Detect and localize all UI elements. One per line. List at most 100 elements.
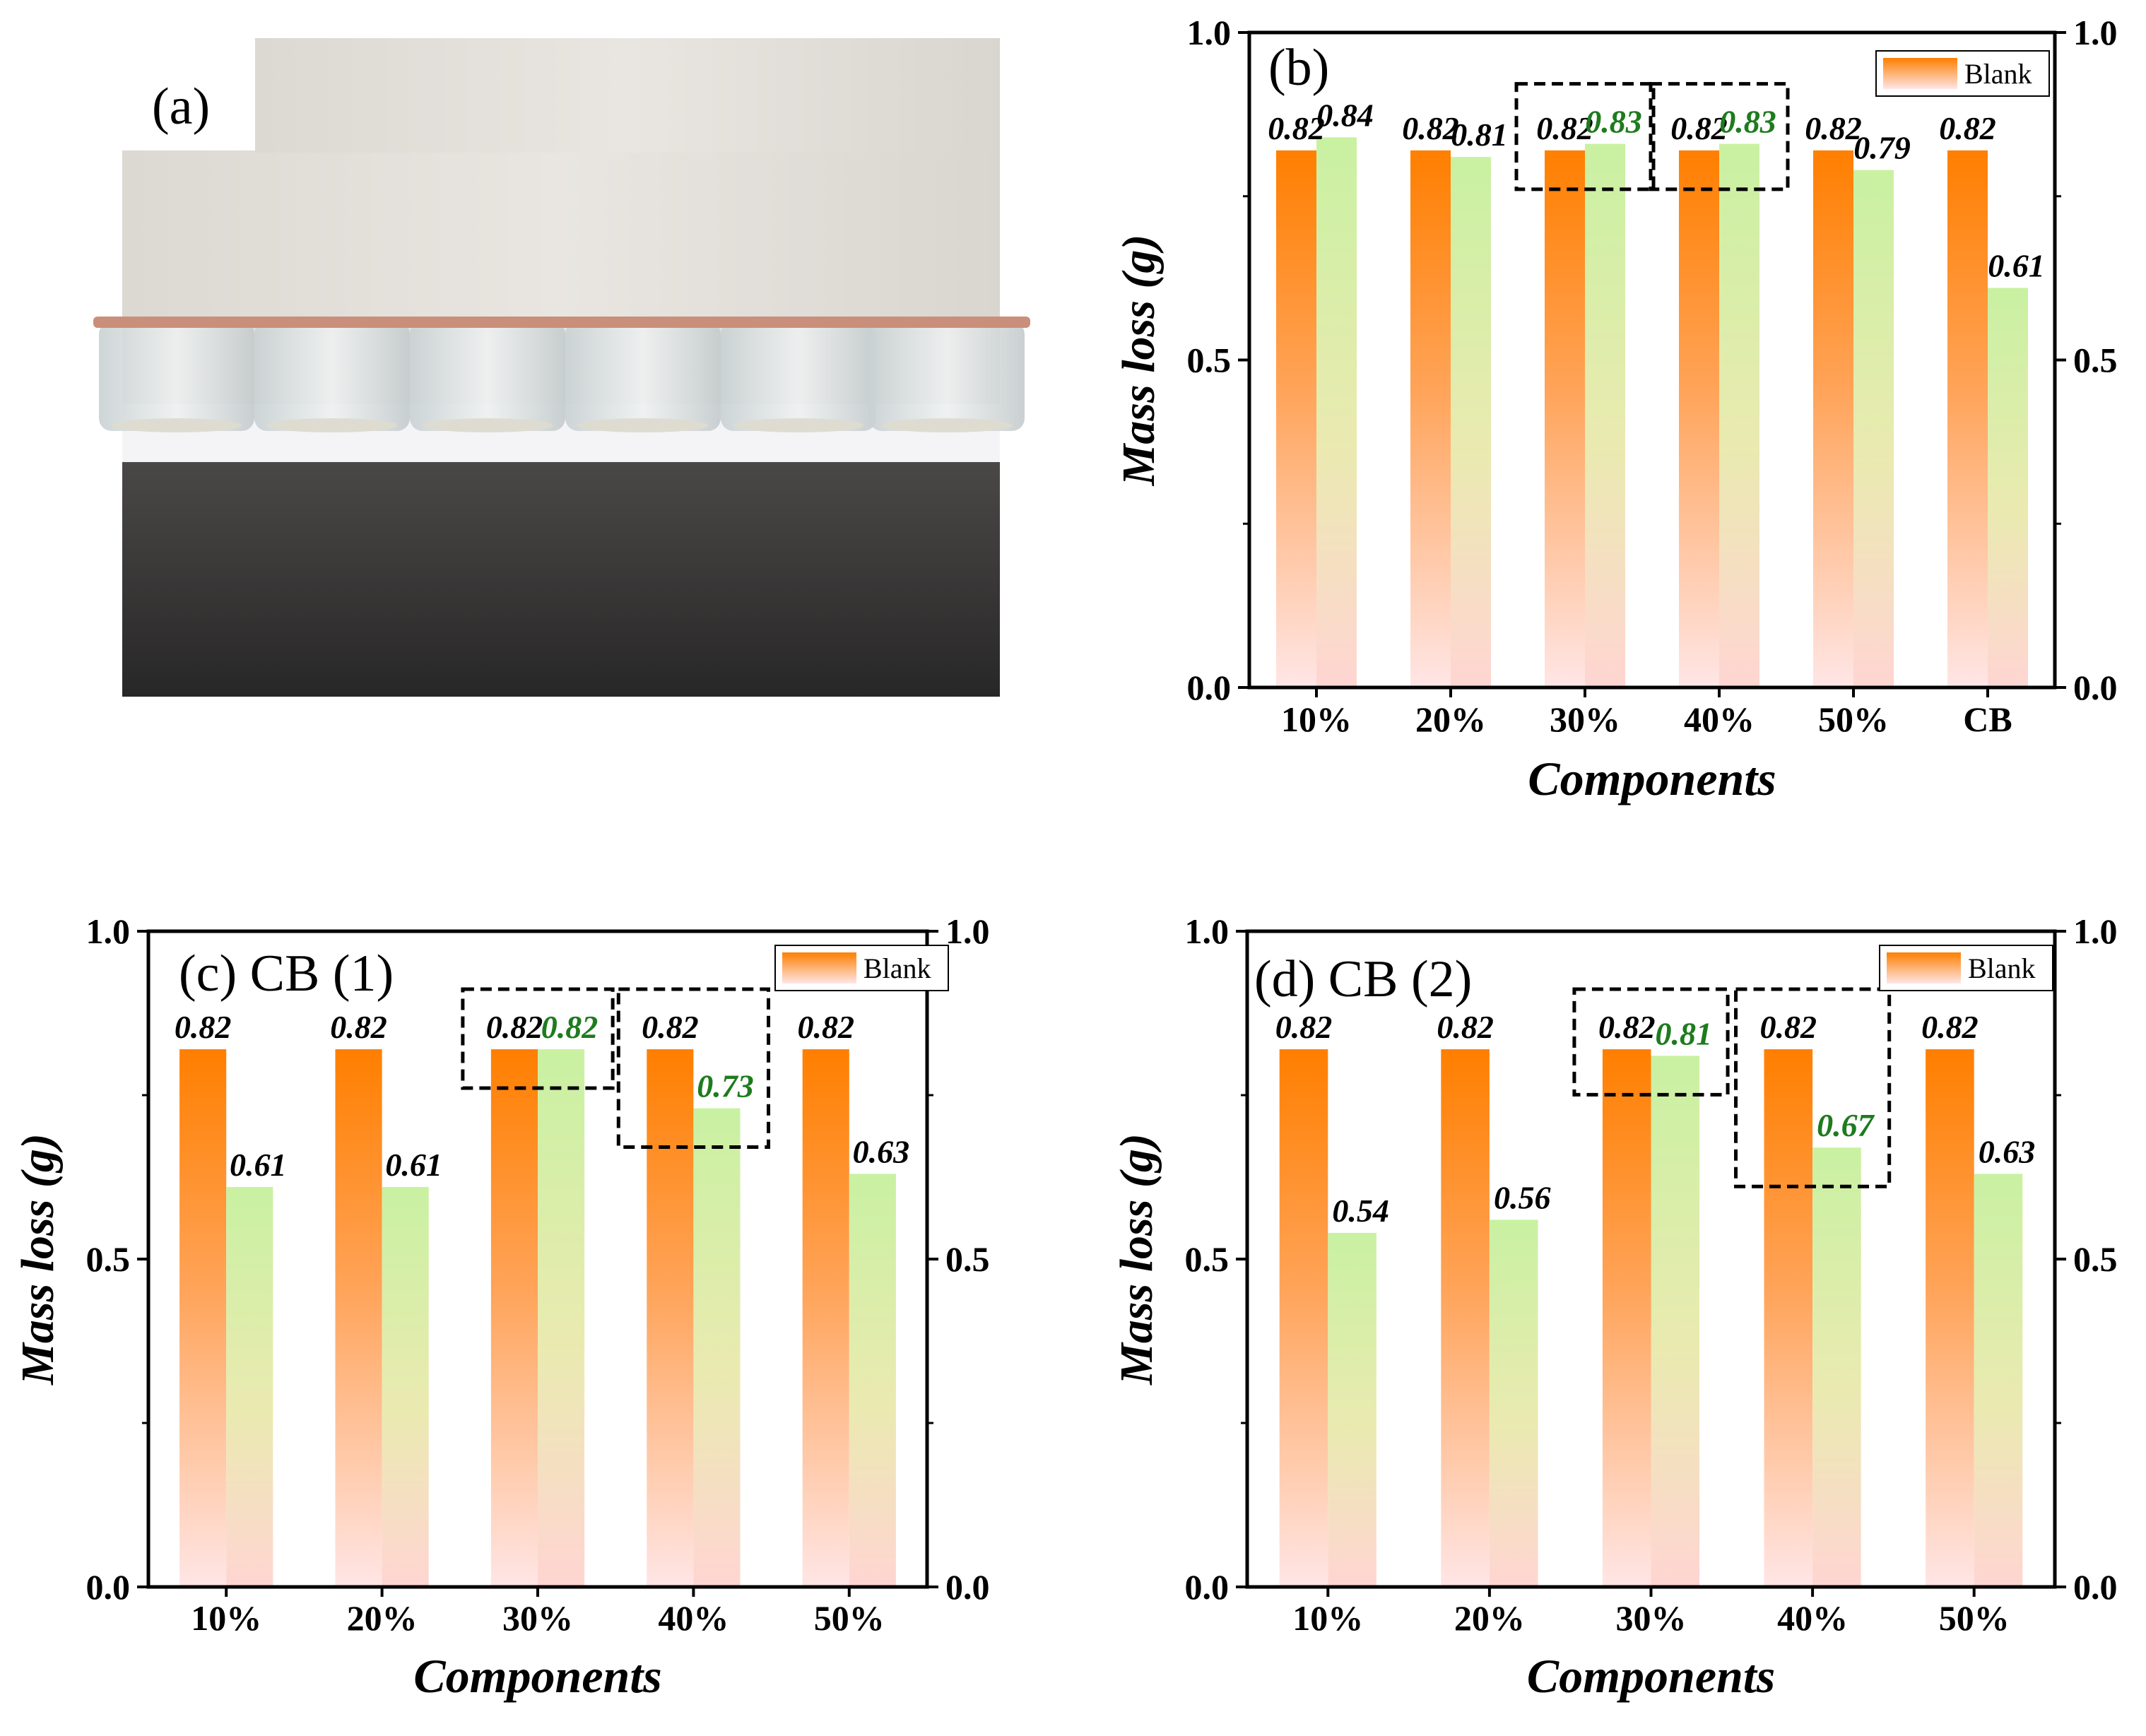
y-tick-label-right: 0.0 <box>2073 1567 2118 1607</box>
beaker <box>99 321 254 431</box>
data-label-blank: 0.82 <box>1670 110 1728 146</box>
bar-blank <box>490 1049 538 1587</box>
bar-sample <box>382 1186 429 1587</box>
x-tick-label: 50% <box>1939 1598 2010 1638</box>
beaker-lid <box>560 317 726 328</box>
y-tick-label-left: 0.0 <box>86 1567 131 1607</box>
data-label-blank: 0.82 <box>797 1009 854 1045</box>
x-axis-label: Components <box>413 1649 661 1703</box>
beaker-liquid <box>578 418 708 432</box>
beaker-liquid <box>267 418 397 432</box>
beaker-lid <box>249 317 415 328</box>
data-label-sample: 0.63 <box>1979 1133 2036 1169</box>
legend-swatch-blank <box>1883 58 1957 89</box>
data-label-sample: 0.81 <box>1656 1015 1713 1051</box>
x-tick-label: 40% <box>1684 699 1755 739</box>
bar-sample <box>1719 143 1759 688</box>
bar-blank <box>1545 150 1585 688</box>
bar-sample <box>1585 143 1625 688</box>
bar-blank <box>1276 150 1316 688</box>
y-tick-label-right: 0.0 <box>945 1567 990 1607</box>
bar-sample <box>1316 137 1357 687</box>
data-label-sample: 0.61 <box>1988 248 2045 284</box>
y-axis-label: Mass loss (g) <box>12 1133 64 1386</box>
data-label-blank: 0.82 <box>1536 110 1593 146</box>
beaker <box>869 321 1025 431</box>
photo-wall-top <box>255 38 1000 153</box>
legend-swatch-blank <box>782 952 856 984</box>
legend: Blank <box>774 945 949 991</box>
y-tick-label-left: 0.0 <box>1185 1567 1230 1607</box>
data-label-blank: 0.82 <box>1939 110 1996 146</box>
y-tick-label-right: 1.0 <box>945 911 990 951</box>
y-tick-label-left: 0.5 <box>1185 1239 1230 1279</box>
bar-sample <box>1328 1232 1376 1587</box>
data-label-sample: 0.79 <box>1853 130 1911 166</box>
x-tick-label: 10% <box>191 1598 261 1638</box>
beaker-lid <box>93 317 260 328</box>
panel-title: (d) CB (2) <box>1254 950 1472 1008</box>
bar-blank <box>1947 150 1988 688</box>
data-label-sample: 0.73 <box>697 1068 754 1104</box>
x-tick-label: 10% <box>1281 699 1352 739</box>
x-tick-label: CB <box>1963 699 2012 739</box>
data-label-sample: 0.56 <box>1494 1179 1551 1215</box>
data-label-sample: 0.83 <box>1719 104 1776 140</box>
highlight-box <box>461 987 615 1090</box>
legend: Blank <box>1875 50 2050 97</box>
bar-sample <box>849 1174 896 1587</box>
y-tick-label-right: 1.0 <box>2073 911 2118 951</box>
chart-panel-b: 0.820.8410%0.820.8120%0.820.8330%0.820.8… <box>1113 13 2118 805</box>
panel-a-label: (a) <box>152 78 210 136</box>
chart-panel-c: 0.820.6110%0.820.6120%0.820.8230%0.820.7… <box>12 911 990 1703</box>
y-axis-label: Mass loss (g) <box>1111 1133 1162 1386</box>
bar-blank <box>1764 1049 1813 1587</box>
legend-label-blank: Blank <box>1964 58 2032 90</box>
beaker <box>721 321 876 431</box>
data-label-sample: 0.54 <box>1332 1193 1389 1229</box>
legend-label-blank: Blank <box>1968 952 2036 984</box>
bar-blank <box>335 1049 382 1587</box>
data-label-sample: 0.83 <box>1585 104 1642 140</box>
bar-sample <box>538 1049 585 1587</box>
x-tick-label: 30% <box>1550 699 1620 739</box>
y-tick-label-left: 0.5 <box>1187 341 1232 380</box>
data-label-sample: 0.81 <box>1451 117 1508 153</box>
data-label-blank: 0.82 <box>486 1009 543 1045</box>
x-tick-label: 40% <box>658 1598 729 1638</box>
y-tick-label-right: 1.0 <box>2073 13 2118 52</box>
x-axis-label: Components <box>1528 752 1776 805</box>
panel-title: (c) CB (1) <box>179 945 394 1003</box>
panel-title: (b) <box>1268 39 1329 97</box>
beaker-group <box>93 317 1030 432</box>
bar-blank <box>1279 1049 1328 1587</box>
beaker-lid <box>404 317 571 328</box>
x-tick-label: 40% <box>1777 1598 1848 1638</box>
bar-sample <box>1974 1174 2023 1587</box>
beaker <box>410 321 565 431</box>
y-tick-label-right: 0.0 <box>2073 668 2118 707</box>
y-tick-label-left: 1.0 <box>1185 911 1230 951</box>
y-tick-label-right: 0.5 <box>2073 1239 2118 1279</box>
bar-blank <box>1410 150 1451 688</box>
data-label-blank: 0.82 <box>1275 1009 1333 1045</box>
x-tick-label: 30% <box>1616 1598 1687 1638</box>
bar-blank <box>1679 150 1719 688</box>
data-label-blank: 0.82 <box>1268 110 1325 146</box>
y-tick-label-right: 0.5 <box>2073 341 2118 380</box>
data-label-blank: 0.82 <box>1598 1009 1656 1045</box>
highlight-box <box>1649 82 1790 191</box>
data-label-blank: 0.82 <box>1437 1009 1494 1045</box>
data-label-blank: 0.82 <box>1402 110 1459 146</box>
x-tick-label: 20% <box>1415 699 1486 739</box>
data-label-blank: 0.82 <box>642 1009 699 1045</box>
data-label-sample: 0.61 <box>385 1147 442 1183</box>
highlight-box <box>1514 82 1656 191</box>
y-axis-label: Mass loss (g) <box>1113 235 1165 487</box>
x-tick-label: 10% <box>1292 1598 1363 1638</box>
data-label-sample: 0.61 <box>230 1147 287 1183</box>
beaker-lid <box>863 317 1030 328</box>
data-label-sample: 0.67 <box>1817 1107 1875 1143</box>
